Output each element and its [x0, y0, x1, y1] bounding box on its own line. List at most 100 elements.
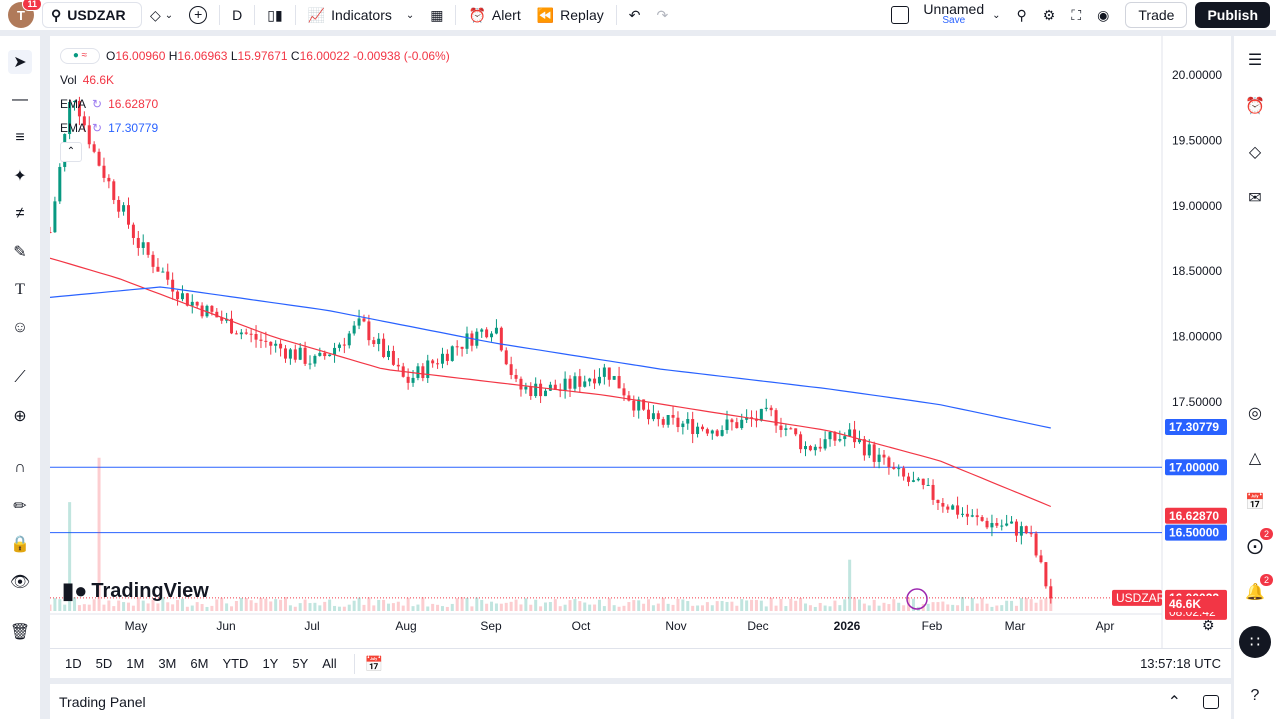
candle-body[interactable]: [450, 346, 454, 361]
candle-body[interactable]: [234, 333, 238, 335]
candle-body[interactable]: [568, 378, 572, 389]
broadcast-icon[interactable]: ⨀ 2: [1243, 528, 1273, 558]
candle-body[interactable]: [676, 417, 680, 428]
candle-body[interactable]: [122, 205, 126, 212]
candle-body[interactable]: [651, 413, 655, 420]
candle-body[interactable]: [200, 305, 204, 317]
chart-panel[interactable]: 20.00000 19.50000 19.00000 18.50000 18.00000…: [50, 36, 1231, 678]
candle-body[interactable]: [396, 364, 400, 367]
candle-body[interactable]: [857, 439, 861, 443]
undo-button[interactable]: ↶: [621, 0, 649, 30]
target-icon[interactable]: ◎: [1248, 405, 1262, 422]
candle-body[interactable]: [887, 457, 891, 468]
candle-body[interactable]: [230, 318, 234, 334]
candle-body[interactable]: [534, 383, 538, 397]
candle-body[interactable]: [823, 439, 827, 449]
trend-line-icon[interactable]: —: [12, 91, 28, 108]
candle-body[interactable]: [813, 446, 817, 451]
candle-body[interactable]: [578, 376, 582, 387]
candle-body[interactable]: [853, 429, 857, 443]
candle-body[interactable]: [372, 340, 376, 345]
candle-body[interactable]: [1039, 555, 1043, 563]
candle-body[interactable]: [1019, 526, 1023, 536]
candle-body[interactable]: [710, 430, 714, 434]
fib-retracement-icon[interactable]: ≡: [15, 129, 25, 146]
candle-body[interactable]: [406, 376, 410, 383]
compare-button[interactable]: +: [181, 0, 215, 30]
candle-body[interactable]: [367, 321, 371, 341]
candle-body[interactable]: [622, 388, 626, 396]
prediction-tool-icon[interactable]: ≠: [15, 205, 25, 222]
candle-body[interactable]: [764, 407, 768, 409]
candle-body[interactable]: [440, 353, 444, 364]
replay-button[interactable]: ⏪ Replay: [529, 0, 612, 30]
candle-body[interactable]: [970, 515, 974, 517]
candle-body[interactable]: [681, 423, 685, 428]
candle-body[interactable]: [833, 431, 837, 441]
candle-body[interactable]: [509, 364, 513, 375]
candle-body[interactable]: [607, 367, 611, 380]
candle-body[interactable]: [112, 181, 116, 200]
candle-body[interactable]: [97, 151, 101, 166]
layout-name-button[interactable]: Unnamed Save: [923, 2, 984, 27]
candle-body[interactable]: [627, 395, 631, 401]
candle-body[interactable]: [161, 271, 165, 273]
alert-button[interactable]: ⏰ Alert: [460, 0, 528, 30]
candle-body[interactable]: [951, 505, 955, 510]
trade-button[interactable]: Trade: [1125, 2, 1188, 28]
candle-body[interactable]: [892, 467, 896, 469]
candle-body[interactable]: [573, 376, 577, 389]
candle-body[interactable]: [543, 390, 547, 397]
candle-body[interactable]: [715, 430, 719, 436]
candle-body[interactable]: [480, 329, 484, 332]
events-icon[interactable]: [906, 588, 928, 610]
range-1d-button[interactable]: 1D: [65, 656, 82, 671]
candle-body[interactable]: [387, 350, 391, 357]
candle-body[interactable]: [318, 352, 322, 356]
pyramid-icon[interactable]: △: [1248, 450, 1262, 467]
quick-search-button[interactable]: ⚲: [1009, 0, 1035, 30]
candle-body[interactable]: [740, 419, 744, 429]
candle-body[interactable]: [180, 293, 184, 300]
candle-body[interactable]: [926, 484, 930, 486]
candle-body[interactable]: [391, 350, 395, 365]
candle-body[interactable]: [185, 293, 189, 306]
candle-body[interactable]: [431, 360, 435, 364]
settings-button[interactable]: ⚙: [1035, 0, 1064, 30]
candle-body[interactable]: [705, 429, 709, 434]
candle-body[interactable]: [362, 318, 366, 322]
candle-body[interactable]: [519, 378, 523, 390]
collapse-legend-button[interactable]: ⌃: [60, 142, 82, 162]
goto-date-icon[interactable]: 📅: [364, 655, 384, 673]
candle-body[interactable]: [156, 266, 160, 272]
candle-body[interactable]: [117, 199, 121, 212]
candle-body[interactable]: [190, 301, 194, 306]
ema-slow-line[interactable]: [50, 286, 1051, 429]
candle-body[interactable]: [239, 332, 243, 335]
interval-button[interactable]: D: [224, 0, 250, 30]
trading-panel-bar[interactable]: Trading Panel ⌃: [50, 684, 1231, 719]
candle-body[interactable]: [862, 439, 866, 456]
candle-body[interactable]: [779, 425, 783, 430]
candle-body[interactable]: [82, 116, 86, 126]
candle-body[interactable]: [965, 513, 969, 517]
range-1y-button[interactable]: 1Y: [262, 656, 279, 671]
range-all-button[interactable]: All: [322, 656, 337, 671]
publish-button[interactable]: Publish: [1195, 2, 1270, 28]
candle-body[interactable]: [421, 366, 425, 379]
candle-body[interactable]: [426, 360, 430, 379]
candle-body[interactable]: [465, 333, 469, 349]
candle-body[interactable]: [539, 383, 543, 397]
candle-body[interactable]: [524, 386, 528, 390]
candle-body[interactable]: [195, 301, 199, 306]
candle-body[interactable]: [867, 444, 871, 456]
candle-body[interactable]: [220, 317, 224, 321]
candle-body[interactable]: [77, 100, 81, 117]
ema-slow-row[interactable]: EMA ↻ 17.30779: [60, 116, 450, 140]
candle-body[interactable]: [597, 376, 601, 384]
candle-body[interactable]: [254, 333, 258, 340]
candle-body[interactable]: [382, 338, 386, 357]
lock-icon[interactable]: 🔒: [10, 536, 30, 553]
templates-button[interactable]: ▦: [422, 0, 451, 30]
candle-body[interactable]: [980, 517, 984, 521]
